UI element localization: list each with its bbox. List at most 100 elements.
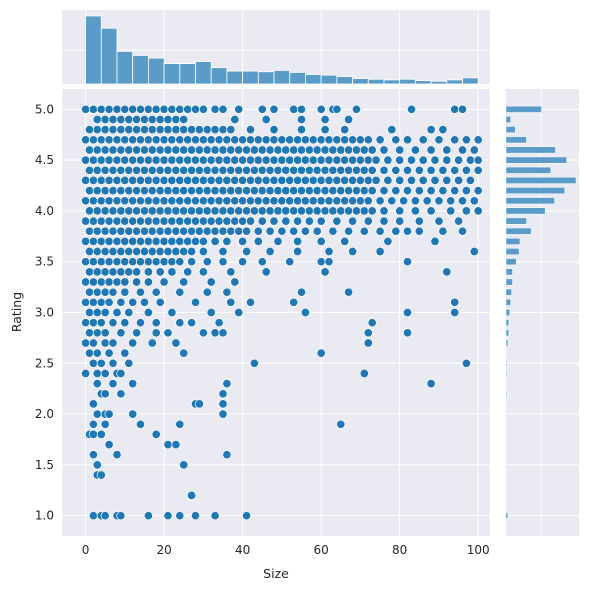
scatter-point <box>88 277 98 287</box>
scatter-point <box>277 175 287 185</box>
scatter-point <box>238 236 248 246</box>
scatter-point <box>120 277 130 287</box>
scatter-point <box>124 358 134 368</box>
scatter-point <box>84 348 95 358</box>
scatter-point <box>387 125 397 135</box>
scatter-point <box>238 155 248 165</box>
scatter-point <box>116 328 126 338</box>
scatter-point <box>336 186 346 196</box>
scatter-point <box>155 226 165 236</box>
scatter-point <box>273 206 283 216</box>
scatter-point <box>190 104 201 114</box>
scatter-point <box>163 226 173 236</box>
scatter-point <box>183 155 193 165</box>
scatter-point <box>104 409 114 419</box>
scatter-point <box>147 246 157 257</box>
scatter-point <box>340 175 350 185</box>
scatter-point <box>273 186 283 196</box>
scatter-point <box>234 307 244 318</box>
scatter-point <box>96 277 106 287</box>
scatter-point <box>308 135 318 145</box>
scatter-point <box>222 379 232 389</box>
scatter-point <box>410 145 420 155</box>
scatter-point <box>265 246 275 257</box>
scatter-point <box>194 206 204 216</box>
scatter-point <box>179 246 189 257</box>
scatter-point <box>332 104 342 114</box>
scatter-point <box>363 328 373 338</box>
scatter-point <box>218 246 228 257</box>
scatter-point <box>234 145 244 155</box>
scatter-point <box>218 226 228 236</box>
scatter-point <box>422 196 432 206</box>
scatter-point <box>108 125 118 135</box>
scatter-point <box>395 216 405 226</box>
scatter-point <box>139 145 150 155</box>
scatter-point <box>104 104 114 114</box>
scatter-point <box>81 277 91 287</box>
y-tick-label: 2.5 <box>35 356 54 370</box>
scatter-point <box>124 267 134 277</box>
scatter-point <box>289 165 299 175</box>
scatter-point <box>289 297 299 307</box>
scatter-point <box>222 175 232 185</box>
scatter-point <box>88 429 98 439</box>
scatter-point <box>434 216 444 226</box>
scatter-point <box>320 165 330 175</box>
scatter-point <box>402 226 413 236</box>
scatter-point <box>167 175 177 185</box>
histogram-bar <box>505 258 517 266</box>
scatter-point <box>120 348 130 358</box>
scatter-point <box>348 175 358 185</box>
scatter-point <box>124 307 134 318</box>
scatter-point <box>155 267 165 277</box>
histogram-bar <box>163 63 181 85</box>
scatter-point <box>214 175 224 185</box>
scatter-point <box>155 145 165 155</box>
scatter-point <box>265 226 275 236</box>
scatter-point <box>198 267 208 277</box>
histogram-bar <box>305 74 322 85</box>
scatter-point <box>351 104 362 114</box>
scatter-point <box>438 165 448 175</box>
scatter-point <box>143 236 153 246</box>
scatter-point <box>454 175 464 185</box>
scatter-point <box>194 186 204 196</box>
scatter-point <box>367 165 377 175</box>
scatter-point <box>226 165 236 175</box>
scatter-point <box>218 206 228 216</box>
scatter-point <box>363 155 373 165</box>
scatter-point <box>139 165 150 175</box>
scatter-point <box>473 165 483 175</box>
scatter-point <box>316 175 326 185</box>
scatter-point <box>351 145 362 155</box>
scatter-point <box>108 186 118 196</box>
scatter-point <box>281 145 291 155</box>
scatter-point <box>324 175 334 185</box>
histogram-bar <box>210 67 228 85</box>
scatter-point <box>210 165 220 175</box>
scatter-point <box>81 175 91 185</box>
scatter-point <box>167 155 177 165</box>
scatter-point <box>230 175 240 185</box>
scatter-point <box>92 165 102 175</box>
scatter-point <box>124 114 134 125</box>
scatter-point <box>139 206 150 216</box>
scatter-point <box>120 236 130 246</box>
scatter-point <box>88 216 98 226</box>
scatter-point <box>340 135 350 145</box>
scatter-point <box>375 135 385 145</box>
histogram-bar <box>132 55 149 85</box>
scatter-point <box>363 135 373 145</box>
scatter-point <box>355 135 365 145</box>
scatter-point <box>155 114 165 125</box>
scatter-point <box>426 186 436 196</box>
y-tick-label: 2.0 <box>35 407 54 421</box>
scatter-point <box>190 175 201 185</box>
scatter-point <box>324 196 334 206</box>
scatter-point <box>124 165 134 175</box>
scatter-point <box>383 236 393 246</box>
scatter-point <box>143 511 153 521</box>
scatter-point <box>328 226 338 236</box>
scatter-point <box>461 358 471 368</box>
